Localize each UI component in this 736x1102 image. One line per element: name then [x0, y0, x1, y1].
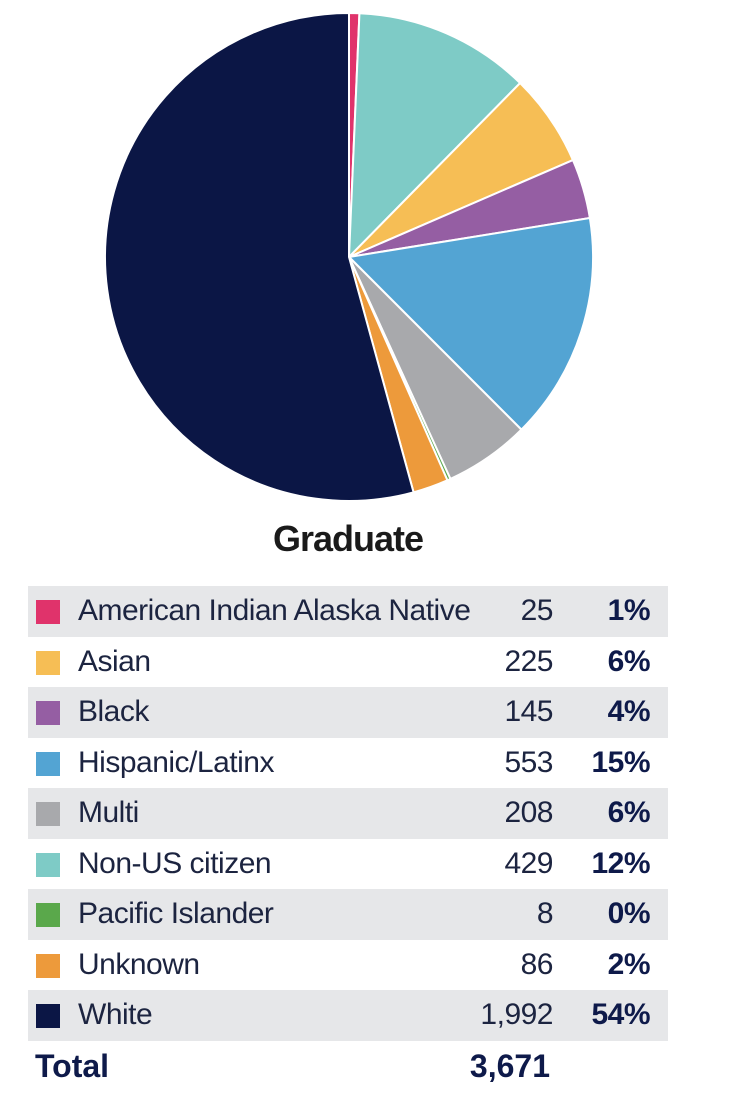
legend-swatch: [36, 701, 60, 725]
legend-count: 553: [504, 745, 553, 779]
legend-row: American Indian Alaska Native 25 1%: [28, 586, 668, 637]
legend-row: Hispanic/Latinx 553 15%: [28, 738, 668, 789]
legend-row: Unknown 86 2%: [28, 940, 668, 991]
legend-row: Multi 208 6%: [28, 788, 668, 839]
legend-percent: 1%: [607, 594, 651, 627]
legend-count: 208: [504, 796, 553, 829]
pie-chart: [104, 11, 595, 502]
legend-count: 8: [536, 897, 554, 930]
legend-swatch: [36, 852, 60, 877]
legend-percent: 2%: [607, 947, 651, 981]
legend-count: 86: [520, 947, 554, 981]
legend-row: Black 145 4%: [28, 687, 668, 738]
pie-slice-non-us-citizen: [347, 12, 522, 260]
legend-count: 145: [504, 695, 553, 728]
pie-slice-hispanic-latinx: [346, 216, 595, 432]
legend-percent: 6%: [607, 796, 651, 829]
legend-count: 1,992: [480, 998, 553, 1031]
chart-title: Graduate: [272, 518, 424, 559]
total-label: Total: [35, 1048, 110, 1084]
total-value: 3,671: [469, 1048, 550, 1084]
legend-swatch: [36, 751, 60, 776]
legend-swatch: [36, 600, 60, 624]
legend-label: Hispanic/Latinx: [78, 745, 274, 779]
legend-swatch: [36, 802, 60, 826]
legend-row: White 1,992 54%: [28, 990, 668, 1041]
legend-row: Pacific Islander 8 0%: [28, 889, 668, 940]
legend-percent: 12%: [591, 846, 650, 880]
legend-table: American Indian Alaska Native 25 1% Asian 22…: [28, 586, 668, 1041]
legend-percent: 54%: [591, 998, 650, 1031]
legend-label: American Indian Alaska Native: [78, 594, 471, 627]
legend-swatch: [36, 903, 60, 927]
legend-label: Multi: [78, 796, 139, 829]
legend-count: 429: [504, 846, 553, 880]
legend-count: 25: [520, 594, 554, 627]
legend-percent: 15%: [591, 745, 650, 779]
legend-percent: 6%: [607, 644, 651, 678]
legend-label: Asian: [78, 644, 151, 678]
legend-count: 225: [504, 644, 553, 678]
legend-swatch: [36, 650, 60, 675]
legend-label: Non-US citizen: [78, 846, 272, 880]
legend-swatch: [36, 1004, 60, 1028]
legend-label: Unknown: [78, 947, 200, 981]
legend-swatch: [36, 953, 60, 978]
legend-label: Black: [78, 695, 149, 728]
pie-slice-white: [104, 11, 415, 502]
legend-row: Non-US citizen 429 12%: [28, 839, 668, 890]
legend-label: Pacific Islander: [78, 897, 274, 930]
total-row: Total 3,671: [35, 1048, 555, 1092]
legend-percent: 4%: [607, 695, 651, 728]
legend-row: Asian 225 6%: [28, 637, 668, 688]
legend-percent: 0%: [607, 897, 651, 930]
legend-label: White: [78, 998, 153, 1031]
